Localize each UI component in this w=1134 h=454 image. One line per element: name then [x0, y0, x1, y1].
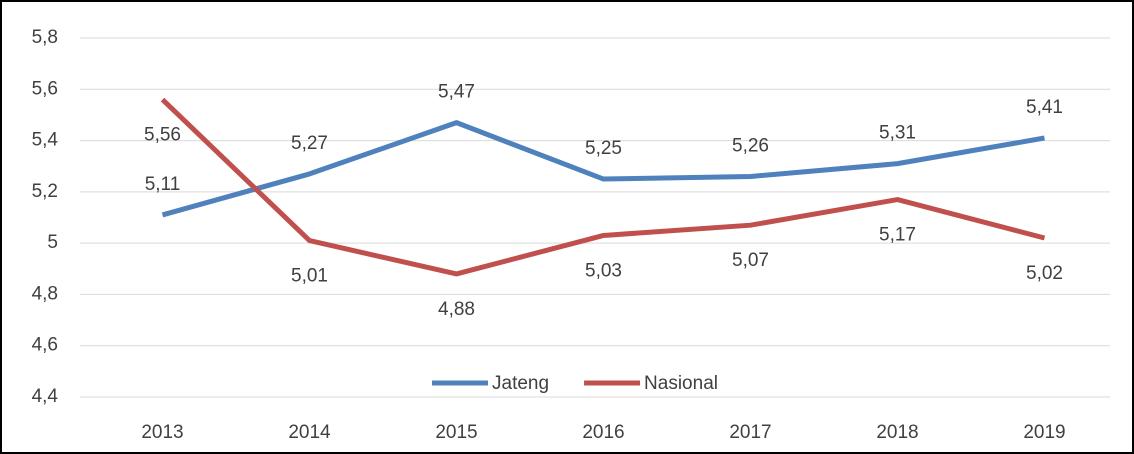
data-label: 5,47: [438, 82, 475, 103]
legend-label: Nasional: [644, 373, 718, 394]
y-tick-label: 4,6: [32, 335, 58, 356]
y-tick-label: 4,8: [32, 283, 58, 304]
legend-label: Jateng: [492, 373, 549, 394]
y-tick-label: 5: [47, 232, 58, 253]
data-label: 5,03: [585, 260, 622, 281]
data-label: 5,17: [879, 225, 916, 246]
data-label: 5,27: [291, 133, 328, 154]
data-label: 5,11: [145, 174, 181, 195]
line-series: [160, 97, 1046, 277]
x-tick-label: 2013: [141, 422, 183, 443]
y-tick-label: 5,8: [32, 27, 58, 48]
data-label: 5,07: [732, 250, 769, 271]
data-label: 5,41: [1026, 97, 1063, 118]
x-tick-label: 2014: [288, 422, 331, 443]
line-series: [161, 120, 1045, 218]
y-tick-label: 5,2: [32, 181, 58, 202]
x-tick-label: 2017: [729, 422, 771, 443]
data-label: 5,01: [291, 266, 328, 287]
y-tick-label: 4,4: [32, 386, 59, 407]
data-label: 5,56: [144, 125, 181, 146]
x-tick-label: 2016: [582, 422, 624, 443]
data-label: 5,02: [1026, 263, 1063, 284]
data-label: 4,88: [438, 299, 475, 320]
data-label: 5,25: [585, 138, 622, 159]
x-tick-label: 2015: [435, 422, 477, 443]
y-tick-label: 5,4: [32, 130, 59, 151]
x-tick-label: 2018: [876, 422, 918, 443]
x-tick-label: 2019: [1023, 422, 1065, 443]
y-tick-label: 5,6: [32, 78, 58, 99]
data-label: 5,26: [732, 135, 769, 156]
data-label: 5,31: [879, 123, 916, 144]
